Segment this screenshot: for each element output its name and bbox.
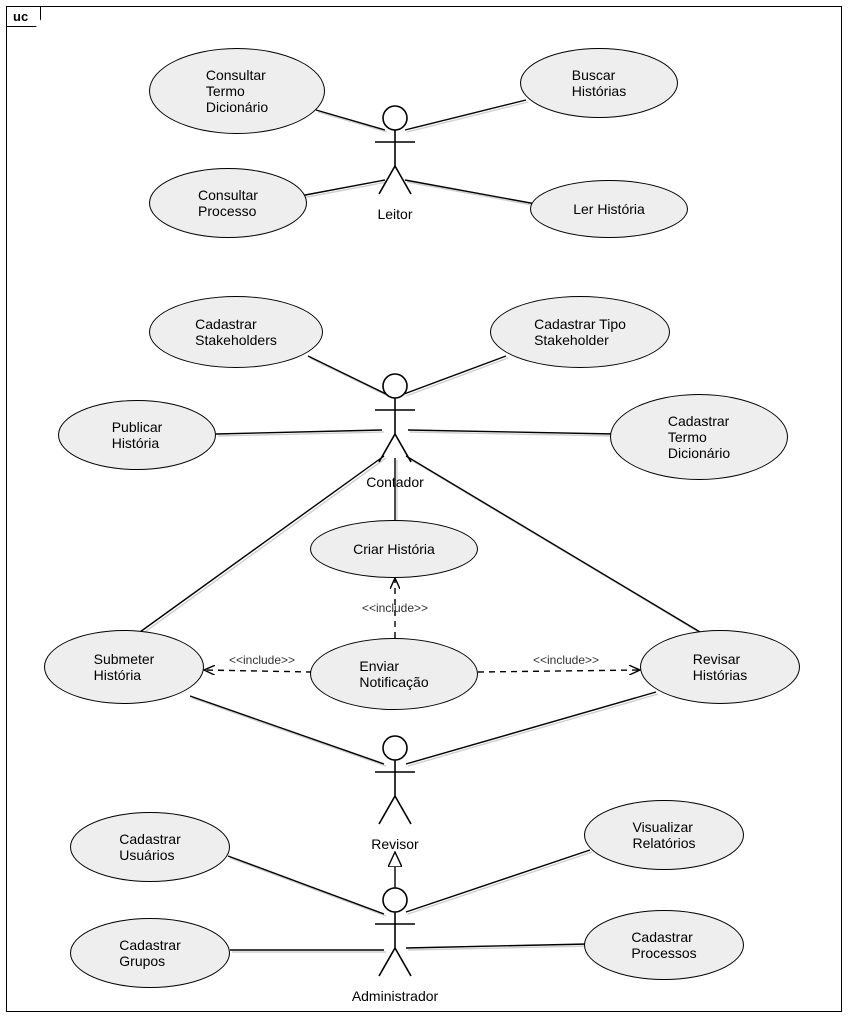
usecase-label: Cadastrar Termo Dicionário [668, 413, 730, 461]
usecase-label: Publicar História [112, 419, 163, 451]
usecase-label: Consultar Processo [198, 187, 258, 219]
usecase-label: Criar História [353, 541, 435, 557]
usecase-cadastrar_stake: Cadastrar Stakeholders [149, 296, 323, 368]
usecase-cadastrar_grupos: Cadastrar Grupos [70, 918, 230, 988]
usecase-consultar_processo: Consultar Processo [149, 168, 307, 238]
diagram-canvas: uc Consultar Termo Dicionário Buscar Hist… [0, 0, 850, 1020]
usecase-criar_historia: Criar História [310, 520, 478, 578]
frame-label: uc [7, 7, 41, 27]
usecase-ler_historia: Ler História [530, 180, 688, 238]
actor-label-contador: Contador [366, 474, 424, 490]
usecase-label: Cadastrar Tipo Stakeholder [534, 316, 626, 348]
usecase-label: Cadastrar Grupos [119, 937, 180, 969]
usecase-consultar_termo: Consultar Termo Dicionário [149, 48, 325, 134]
usecase-submeter_historia: Submeter História [44, 630, 204, 704]
usecase-label: Submeter História [94, 651, 155, 683]
usecase-label: Cadastrar Usuários [119, 831, 180, 863]
usecase-label: Ler História [573, 201, 645, 217]
usecase-label: Visualizar Relatórios [632, 819, 695, 851]
usecase-enviar_notificacao: Enviar Notificação [310, 638, 478, 710]
usecase-revisar_historias: Revisar Histórias [640, 630, 800, 704]
usecase-visualizar_relat: Visualizar Relatórios [584, 800, 744, 870]
actor-label-leitor: Leitor [377, 206, 412, 222]
include-label: <<include>> [362, 601, 428, 615]
usecase-label: Enviar Notificação [359, 658, 428, 690]
include-label: <<include>> [533, 653, 599, 667]
usecase-label: Cadastrar Stakeholders [195, 316, 277, 348]
usecase-cadastrar_tipo: Cadastrar Tipo Stakeholder [490, 296, 670, 368]
actor-label-administrador: Administrador [352, 988, 438, 1004]
usecase-cadastrar_usuarios: Cadastrar Usuários [70, 812, 230, 882]
usecase-label: Cadastrar Processos [631, 929, 696, 961]
usecase-label: Consultar Termo Dicionário [206, 67, 268, 115]
usecase-cadastrar_proc: Cadastrar Processos [584, 910, 744, 980]
actor-label-revisor: Revisor [371, 836, 418, 852]
usecase-buscar_historias: Buscar Histórias [520, 48, 678, 118]
usecase-publicar_historia: Publicar História [58, 400, 216, 470]
usecase-cadastrar_termo: Cadastrar Termo Dicionário [610, 394, 788, 480]
usecase-label: Revisar Histórias [693, 651, 747, 683]
usecase-label: Buscar Histórias [572, 67, 626, 99]
include-label: <<include>> [229, 653, 295, 667]
